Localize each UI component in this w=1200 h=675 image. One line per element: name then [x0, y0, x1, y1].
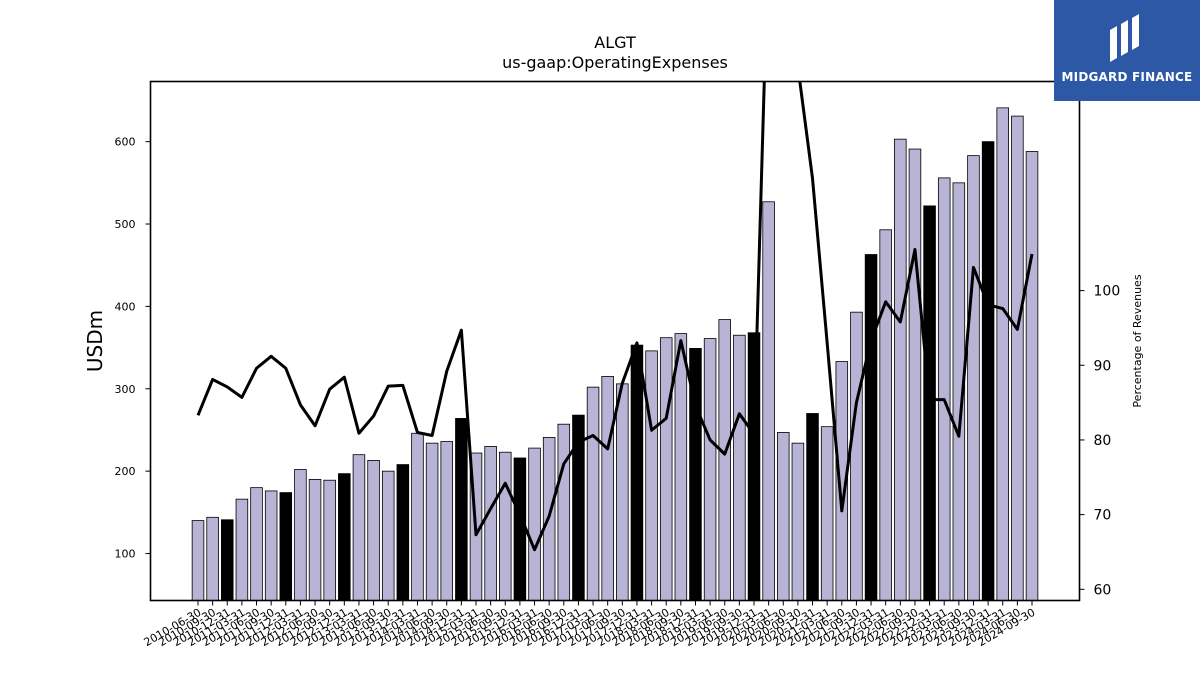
- bar: [879, 229, 892, 601]
- bar: [908, 148, 922, 601]
- y-tick-label: 200: [115, 465, 136, 478]
- bar: [820, 426, 834, 601]
- y2-tick-label: 60: [1094, 582, 1112, 598]
- bar: [996, 107, 1009, 601]
- bar: [440, 441, 453, 601]
- bar: [791, 442, 805, 601]
- y-axis-label: USDm: [83, 310, 107, 372]
- midgard-logo-icon: [1110, 14, 1139, 62]
- logo-text: MIDGARD FINANCE: [1061, 70, 1193, 84]
- y-tick-label: 300: [115, 383, 136, 396]
- bar: [659, 337, 673, 601]
- bar: [557, 423, 571, 601]
- bar: [967, 155, 980, 601]
- bar: [703, 338, 717, 601]
- bar: [484, 446, 497, 601]
- bar: [718, 319, 731, 601]
- bar: [294, 469, 307, 601]
- bar: [396, 464, 410, 601]
- bar: [850, 311, 863, 601]
- brand-logo: MIDGARD FINANCE: [1054, 0, 1200, 101]
- bar: [937, 177, 951, 601]
- bar: [264, 490, 278, 601]
- y-tick-label: 400: [115, 300, 136, 313]
- x-ticks-group: 2010-06-302010-09-302010-12-312011-03-31…: [142, 600, 1038, 649]
- bar: [762, 201, 775, 601]
- y-tick-label: 600: [115, 136, 136, 149]
- bar: [1025, 151, 1039, 601]
- y2-axis-label: Percentage of Revenues: [1131, 274, 1144, 407]
- bar: [411, 432, 424, 601]
- bars-group: [191, 107, 1039, 601]
- bar: [221, 519, 234, 601]
- y-tick-label: 500: [115, 218, 136, 231]
- bar: [894, 138, 907, 601]
- bar: [425, 442, 439, 601]
- series-line: [196, 81, 1034, 552]
- bar: [864, 254, 878, 601]
- bar: [338, 473, 351, 601]
- bar: [528, 447, 541, 601]
- bar: [674, 333, 688, 601]
- bar: [777, 432, 790, 601]
- bar: [616, 383, 629, 601]
- bar: [645, 350, 658, 601]
- plot-frame: [149, 80, 1081, 602]
- bar: [352, 454, 366, 601]
- bar: [630, 344, 644, 601]
- y2-tick-label: 80: [1094, 433, 1112, 449]
- bar: [308, 478, 322, 601]
- bar: [806, 413, 819, 601]
- y-tick-label: 100: [115, 548, 136, 561]
- bar: [323, 479, 336, 601]
- bar: [455, 418, 468, 601]
- bar: [367, 460, 380, 601]
- bar: [586, 386, 600, 601]
- bar: [235, 498, 249, 601]
- chart-title: ALGT: [594, 33, 636, 52]
- bar: [250, 487, 263, 601]
- y2-ticks-group: 60 70 80 90 100: [1079, 284, 1121, 598]
- bar: [601, 376, 614, 601]
- bar: [747, 332, 761, 601]
- bar: [206, 516, 219, 601]
- bar: [381, 470, 395, 601]
- y2-tick-label: 70: [1094, 508, 1112, 524]
- y2-tick-label: 90: [1094, 358, 1112, 374]
- line-group: [196, 81, 1034, 552]
- bar: [923, 205, 936, 601]
- y-ticks-group: 100 200 300 400 500 600: [115, 136, 151, 561]
- bar: [981, 141, 995, 601]
- bar: [1011, 115, 1024, 601]
- bar: [191, 520, 205, 601]
- bar: [733, 334, 746, 601]
- y2-tick-label: 100: [1094, 284, 1121, 300]
- bar: [499, 451, 512, 601]
- bar: [513, 457, 527, 601]
- chart-subtitle: us-gaap:OperatingExpenses: [502, 53, 728, 72]
- bar: [279, 492, 293, 601]
